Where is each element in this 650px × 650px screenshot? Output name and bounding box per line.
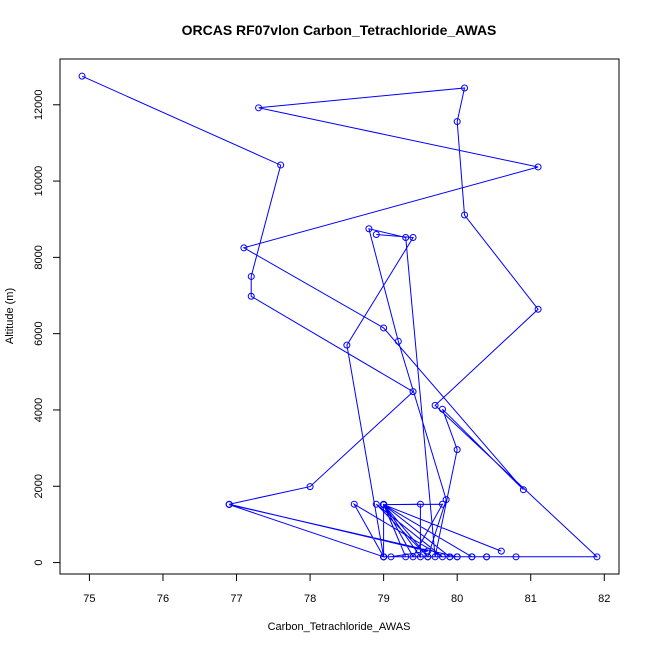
data-point <box>240 244 248 252</box>
data-point <box>372 230 380 238</box>
data-point <box>468 553 476 561</box>
data-point <box>497 547 505 555</box>
y-tick-label: 6000 <box>33 321 45 345</box>
data-point <box>380 553 388 561</box>
series-layer <box>78 72 601 561</box>
data-point <box>442 496 450 504</box>
x-tick-label: 80 <box>451 593 463 605</box>
y-tick-label: 10000 <box>33 166 45 197</box>
y-tick-label: 4000 <box>33 398 45 422</box>
data-point <box>519 486 527 494</box>
data-point <box>593 553 601 561</box>
data-point <box>343 341 351 349</box>
data-point <box>387 553 395 561</box>
data-point <box>446 553 454 561</box>
data-point <box>372 500 380 508</box>
data-point <box>416 553 424 561</box>
data-point <box>247 272 255 280</box>
x-tick-label: 82 <box>598 593 610 605</box>
x-tick-label: 76 <box>157 593 169 605</box>
chart-title: ORCAS RF07vlon Carbon_Tetrachloride_AWAS <box>182 22 497 38</box>
data-point <box>453 118 461 126</box>
data-point <box>453 553 461 561</box>
data-point <box>409 553 417 561</box>
x-tick-label: 78 <box>304 593 316 605</box>
data-point <box>431 401 439 409</box>
data-point <box>402 234 410 242</box>
data-point <box>365 225 373 233</box>
y-tick-label: 2000 <box>33 474 45 498</box>
y-tick-label: 8000 <box>33 245 45 269</box>
data-point <box>512 553 520 561</box>
x-axis: 75 76 77 78 79 80 81 82 <box>83 573 610 605</box>
data-point <box>483 553 491 561</box>
x-tick-label: 81 <box>525 593 537 605</box>
data-point <box>534 163 542 171</box>
data-point <box>438 500 446 508</box>
x-axis-label: Carbon_Tetrachloride_AWAS <box>268 621 411 633</box>
x-tick-label: 77 <box>230 593 242 605</box>
data-point <box>306 483 314 491</box>
y-tick-label: 12000 <box>33 89 45 120</box>
data-point <box>402 553 410 561</box>
data-point <box>431 553 439 561</box>
data-point <box>394 337 402 345</box>
data-point <box>380 324 388 332</box>
data-point <box>409 234 417 242</box>
x-tick-label: 75 <box>83 593 95 605</box>
data-point <box>461 84 469 92</box>
data-point <box>424 553 432 561</box>
series-line <box>81 75 599 559</box>
data-point <box>350 500 358 508</box>
x-tick-label: 79 <box>378 593 390 605</box>
data-point <box>438 553 446 561</box>
data-point <box>438 405 446 413</box>
data-point <box>225 501 233 509</box>
data-point <box>255 104 263 112</box>
data-point <box>461 211 469 219</box>
data-point <box>409 388 417 396</box>
data-point <box>277 161 285 169</box>
data-point <box>534 305 542 313</box>
y-tick-label: 0 <box>33 559 45 565</box>
data-point <box>247 292 255 300</box>
data-point <box>453 446 461 454</box>
data-point <box>78 72 86 80</box>
y-axis: 0 2000 4000 6000 8000 10000 12000 <box>33 89 61 566</box>
y-axis-label: Altitude (m) <box>4 288 16 344</box>
data-point <box>416 500 424 508</box>
data-point <box>380 500 388 508</box>
